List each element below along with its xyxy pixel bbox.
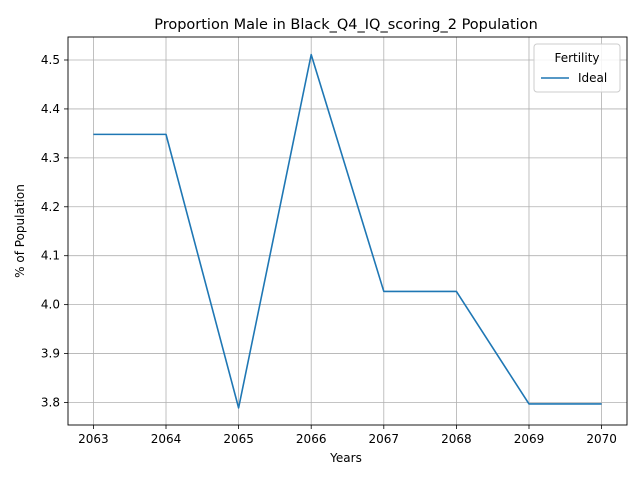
y-tick-label: 4.5 bbox=[41, 53, 60, 67]
y-tick-label: 4.2 bbox=[41, 200, 60, 214]
y-tick-label: 3.9 bbox=[41, 347, 60, 361]
x-tick-label: 2065 bbox=[223, 432, 254, 446]
grid-lines bbox=[68, 37, 627, 425]
x-tick-label: 2069 bbox=[514, 432, 545, 446]
y-tick-label: 4.4 bbox=[41, 102, 60, 116]
x-tick-label: 2070 bbox=[586, 432, 617, 446]
series-layer bbox=[93, 53, 602, 409]
legend-title: Fertility bbox=[554, 51, 599, 65]
legend: Fertility Ideal bbox=[533, 43, 621, 93]
plot-area-frame bbox=[67, 36, 628, 426]
chart-title: Proportion Male in Black_Q4_IQ_scoring_2… bbox=[154, 17, 538, 33]
x-axis-ticks: 2063 2064 2065 2066 2067 2068 2069 2070 bbox=[78, 425, 617, 446]
series-line-ideal bbox=[93, 53, 602, 409]
y-axis-label: % of Population bbox=[13, 184, 27, 278]
y-axis-ticks: 3.8 3.9 4.0 4.1 4.2 4.3 4.4 4.5 bbox=[41, 53, 68, 409]
y-tick-label: 4.1 bbox=[41, 249, 60, 263]
x-tick-label: 2066 bbox=[296, 432, 327, 446]
x-axis-label: Years bbox=[329, 451, 362, 465]
x-tick-label: 2067 bbox=[369, 432, 400, 446]
y-tick-label: 4.0 bbox=[41, 298, 60, 312]
legend-box bbox=[533, 43, 621, 93]
y-tick-label: 4.3 bbox=[41, 151, 60, 165]
y-tick-label: 3.8 bbox=[41, 395, 60, 409]
x-tick-label: 2064 bbox=[151, 432, 182, 446]
x-tick-label: 2063 bbox=[78, 432, 109, 446]
x-tick-label: 2068 bbox=[441, 432, 472, 446]
legend-entry-ideal: Ideal bbox=[578, 71, 607, 85]
